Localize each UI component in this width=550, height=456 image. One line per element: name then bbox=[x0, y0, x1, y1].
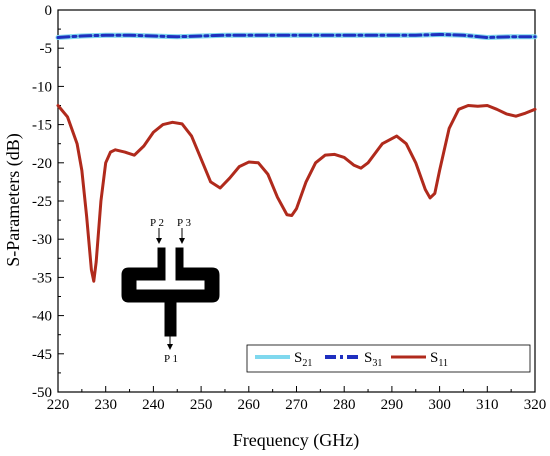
x-tick-label: 300 bbox=[428, 397, 451, 413]
y-tick-label: -30 bbox=[32, 232, 52, 248]
y-tick-label: -25 bbox=[32, 194, 52, 210]
x-tick-label: 250 bbox=[190, 397, 213, 413]
y-tick-label: -5 bbox=[40, 41, 53, 57]
port1-arrowhead bbox=[167, 344, 173, 350]
x-tick-label: 220 bbox=[47, 397, 70, 413]
y-axis: 0 -5 -10 -15 -20 -25 -30 -35 -40 -45 -50 bbox=[32, 3, 64, 401]
x-tick-label: 320 bbox=[524, 397, 547, 413]
y-tick-label: -45 bbox=[32, 347, 52, 363]
port2-arrowhead bbox=[156, 238, 162, 244]
legend-label-s21: S21 bbox=[294, 350, 312, 369]
x-tick-label: 310 bbox=[476, 397, 499, 413]
y-tick-label: -20 bbox=[32, 156, 52, 172]
y-tick-label: -10 bbox=[32, 79, 52, 95]
y-tick-label: -15 bbox=[32, 118, 52, 134]
x-axis: 220 230 240 250 260 270 280 290 300 310 320 bbox=[47, 386, 547, 413]
x-tick-label: 290 bbox=[381, 397, 404, 413]
y-axis-title: S-Parameters (dB) bbox=[3, 133, 24, 266]
y-tick-label: -50 bbox=[32, 385, 52, 401]
x-tick-label: 260 bbox=[238, 397, 261, 413]
port3-arrowhead bbox=[179, 238, 185, 244]
y-tick-label: 0 bbox=[45, 3, 53, 19]
legend: S21 S31 S11 bbox=[246, 344, 531, 373]
divider-body bbox=[121, 247, 220, 337]
port2-label: P 2 bbox=[150, 217, 164, 229]
power-divider-inset: P 2 P 3 P 1 bbox=[121, 217, 220, 365]
x-tick-label: 230 bbox=[94, 397, 117, 413]
x-tick-label: 280 bbox=[333, 397, 356, 413]
legend-box bbox=[246, 344, 531, 373]
port1-label: P 1 bbox=[164, 353, 178, 365]
x-tick-label: 240 bbox=[142, 397, 165, 413]
y-tick-label: -35 bbox=[32, 270, 52, 286]
series-layer bbox=[55, 31, 538, 283]
legend-label-s11: S11 bbox=[430, 350, 448, 369]
series-line-s11 bbox=[56, 104, 537, 283]
x-tick-label: 270 bbox=[285, 397, 308, 413]
legend-label-s31: S31 bbox=[364, 350, 382, 369]
x-axis-title: Frequency (GHz) bbox=[233, 430, 359, 451]
plot-frame bbox=[57, 9, 536, 393]
port3-label: P 3 bbox=[177, 217, 191, 229]
y-tick-label: -40 bbox=[32, 309, 52, 325]
series-line-s31 bbox=[56, 32, 537, 39]
